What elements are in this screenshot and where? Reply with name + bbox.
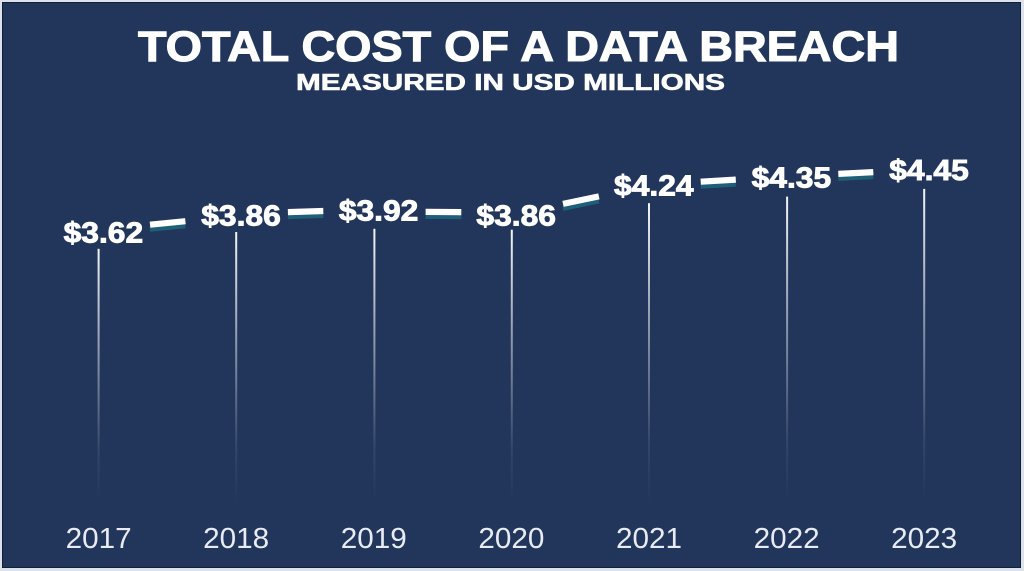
svg-text:2019: 2019 [341, 523, 407, 555]
svg-text:2022: 2022 [754, 523, 820, 555]
svg-text:2021: 2021 [616, 523, 682, 555]
svg-text:$4.45: $4.45 [889, 154, 969, 186]
svg-text:$4.24: $4.24 [614, 169, 694, 201]
svg-text:2023: 2023 [891, 523, 957, 555]
svg-text:MEASURED IN USD MILLIONS: MEASURED IN USD MILLIONS [296, 69, 725, 95]
svg-text:2018: 2018 [203, 523, 269, 555]
svg-text:$3.86: $3.86 [476, 200, 556, 232]
svg-text:$3.92: $3.92 [339, 194, 419, 226]
svg-text:2017: 2017 [66, 523, 132, 555]
svg-text:$3.86: $3.86 [201, 199, 281, 231]
svg-text:2020: 2020 [478, 523, 544, 555]
svg-text:$4.35: $4.35 [752, 162, 832, 194]
svg-text:$3.62: $3.62 [64, 217, 144, 249]
svg-text:TOTAL COST OF A DATA BREACH: TOTAL COST OF A DATA BREACH [138, 23, 899, 70]
